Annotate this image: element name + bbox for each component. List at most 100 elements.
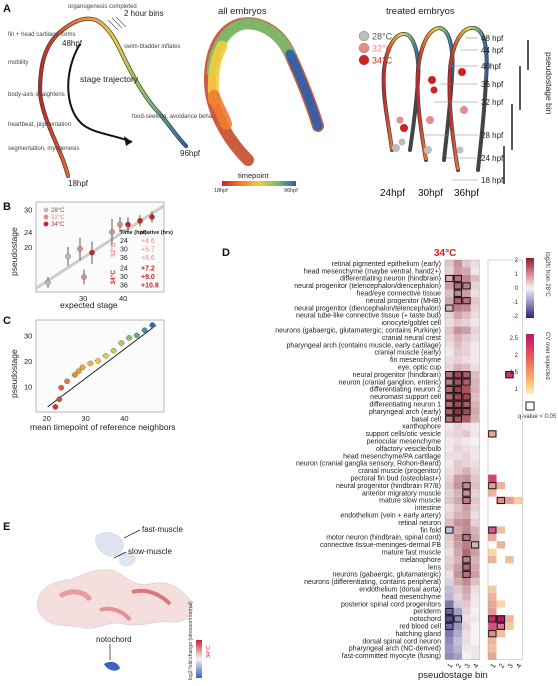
d-lfc-cell-26-0: [445, 452, 454, 460]
d-cv-cell-19-2: [505, 400, 514, 408]
cv-tick-0: 2.5: [510, 336, 519, 342]
all-embryos-title: all embryos: [218, 6, 267, 17]
d-row-label-40: melanophore: [400, 557, 441, 564]
d-lfc-cell-40-2: [462, 556, 471, 564]
d-lfc-cell-31-0: [445, 489, 454, 497]
legend-label-1: 32°C: [372, 44, 393, 54]
d-lfc-cell-2-3: [470, 274, 480, 283]
hpf-tick-5: 28 hpf: [481, 131, 504, 140]
d-lfc-cell-6-1: [453, 304, 463, 312]
b-point-9: [149, 214, 155, 220]
d-cv-cell-11-1: [496, 341, 506, 349]
label-stage-trajectory: stage trajectory: [80, 74, 139, 84]
d-lfc-cell-7-0: [445, 311, 454, 320]
d-cv-cell-13-3: [513, 356, 523, 364]
d-lfc-cell-12-0: [445, 348, 454, 357]
d-cv-cell-9-1: [496, 326, 506, 334]
d-lfc-cell-14-3: [470, 363, 480, 371]
d-cv-cell-17-2: [505, 385, 514, 394]
d-lfc-cell-6-2: [462, 304, 471, 312]
lfc-tick-4: -2: [513, 314, 519, 320]
d-lfc-cell-25-0: [445, 445, 454, 453]
d-row-label-27: neuron (cranial ganglia sensory, Rohon-B…: [296, 461, 441, 468]
d-lfc-sig-3-1: [453, 282, 463, 290]
d-lfc-cell-43-2: [462, 578, 471, 586]
d-cv-cell-47-0: [488, 607, 497, 616]
label-body-axis: body-axis straightens: [8, 92, 65, 98]
d-row-label-41: lens: [428, 564, 441, 571]
d-lfc-cell-52-3: [470, 644, 480, 653]
d-lfc-cell-50-0: [445, 630, 454, 638]
d-cv-cell-32-1: [496, 496, 506, 505]
d-lfc-cell-29-3: [470, 474, 480, 482]
d-cv-sig-30-0: [488, 482, 497, 490]
d-lfc-sig-49-0: [445, 622, 454, 630]
d-cv-cell-32-3: [513, 496, 523, 505]
d-row-label-17: differentiating neuron 2: [370, 387, 442, 394]
d-cv-cell-43-1: [496, 578, 506, 586]
d-cv-cell-16-1: [496, 378, 506, 386]
d-lfc-cell-44-3: [470, 585, 480, 593]
d-lfc-sig-21-0: [445, 415, 454, 423]
d-lfc-cell-48-1: [453, 615, 463, 623]
d-cv-cell-35-2: [505, 519, 514, 527]
d-cv-cell-30-1: [496, 482, 506, 490]
d-cv-cell-14-1: [496, 363, 506, 371]
d-row-label-8: ionocyte/goblet cell: [381, 320, 441, 327]
b-table-time-1-1: 30: [120, 274, 128, 281]
d-cv-cell-8-1: [496, 319, 506, 327]
b-table-rel-1-0: +7.2: [141, 266, 155, 273]
c-point-9: [103, 352, 109, 359]
d-lfc-cell-34-0: [445, 511, 454, 519]
d-cv-cell-42-1: [496, 570, 506, 579]
d-lfc-sig-6-0: [445, 304, 454, 312]
d-row-label-13: fin mesenchyme: [390, 357, 441, 364]
d-lfc-cell-16-1: [453, 378, 463, 386]
d-lfc-cell-9-3: [470, 326, 480, 334]
d-row-label-20: pharyngeal arch (early): [369, 409, 441, 416]
e-label-fast-muscle: fast-muscle: [142, 525, 183, 534]
d-cv-cell-14-2: [505, 363, 514, 371]
d-row-label-15: neural progenitor (hindbrain): [353, 372, 441, 379]
d-lfc-cell-53-2: [462, 652, 471, 660]
d-lfc-cell-29-1: [453, 474, 463, 482]
d-cv-cell-47-1: [496, 607, 506, 616]
d-cv-cell-21-3: [513, 415, 523, 423]
d-row-label-39: mature fast muscle: [382, 550, 441, 557]
cv-colorbar: [526, 334, 534, 394]
d-lfc-cell-23-3: [470, 430, 480, 438]
bottom-hpf-2: 36hpf: [454, 188, 479, 199]
d-lfc-cell-10-3: [470, 334, 480, 342]
d-lfc-cell-17-2: [462, 385, 471, 394]
d-row-label-14: eye, optic cup: [398, 365, 441, 372]
c-point-3: [64, 378, 70, 385]
d-lfc-cell-36-2: [462, 526, 471, 534]
b-point-4: [89, 249, 95, 256]
label-food-seeking: food-seeking, avoidance behavior: [132, 114, 222, 120]
d-lfc-cell-1-1: [453, 267, 463, 275]
d-row-label-26: head mesenchyme/PA cartilage: [343, 453, 441, 460]
d-row-label-35: retinal neuron: [398, 520, 441, 527]
d-lfc-cell-3-1: [453, 282, 463, 290]
d-lfc-cell-24-1: [453, 437, 463, 445]
d-lfc-cell-46-2: [462, 600, 471, 608]
d-cv-cell-47-2: [505, 607, 514, 616]
d-cv-cell-51-0: [488, 637, 497, 645]
d-lfc-sig-48-0: [445, 615, 454, 623]
panel-d-heatmap: retinal pigmented epithelium (early)head…: [275, 259, 524, 670]
d-lfc-cell-27-0: [445, 459, 454, 468]
d-row-label-43: neurons (differentiating, contains perip…: [304, 579, 441, 586]
d-cv-legend: CV over expected 2.5 2 1.5 1 q-value < 0.05: [510, 332, 557, 420]
d-cv-cell-46-2: [505, 600, 514, 608]
d-lfc-cell-0-0: [445, 260, 454, 268]
d-cv-cell-11-0: [488, 341, 497, 349]
d-lfc-cell-8-2: [462, 319, 471, 327]
c-point-7: [87, 360, 94, 367]
d-lfc-cell-45-2: [462, 593, 471, 601]
hpf-tick-labels: 48 hpf 44 hpf 40hpf 36 hpf 32 hpf 28 hpf 24 hp…: [481, 34, 504, 185]
d-cv-cell-17-3: [513, 385, 523, 394]
d-cv-cell-21-1: [496, 415, 506, 423]
bottom-hpf-labels: 24hpf 30hpf 36hpf: [380, 188, 479, 199]
lfc-colorbar: [526, 258, 534, 318]
